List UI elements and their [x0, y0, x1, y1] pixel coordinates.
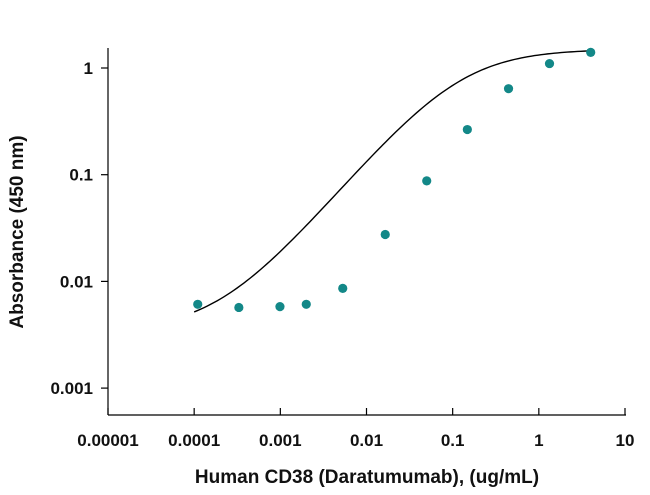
data-point: [503, 84, 514, 94]
x-tick-label: 10: [616, 431, 635, 450]
y-tick-label: 0.001: [50, 379, 93, 398]
x-tick-label: 0.00001: [77, 431, 138, 450]
x-tick-label: 0.001: [259, 431, 302, 450]
data-point: [422, 176, 432, 186]
fit-curve: [193, 50, 591, 313]
data-point: [234, 302, 244, 313]
y-tick-label: 1: [84, 59, 93, 78]
x-tick-label: 1: [534, 431, 543, 450]
data-point: [193, 299, 203, 309]
data-point: [275, 302, 285, 312]
data-point: [338, 283, 348, 293]
data-point: [301, 299, 311, 309]
fit-layer: [193, 50, 591, 313]
y-axis-title: Absorbance (450 nm): [7, 135, 28, 328]
x-tick-label: 0.1: [441, 431, 465, 450]
x-tick-label: 0.0001: [168, 431, 220, 450]
x-ticks: 0.00001 0.0001 0.001 0.01 0.1 1 10: [77, 408, 634, 450]
y-ticks: 0.001 0.01 0.1 1: [50, 59, 108, 398]
x-axis-title: Human CD38 (Daratumumab), (ug/mL): [195, 467, 539, 488]
x-tick-label: 0.01: [350, 431, 383, 450]
points-layer: [193, 47, 596, 313]
data-point: [380, 229, 390, 240]
data-point: [462, 124, 472, 135]
data-point: [586, 47, 596, 58]
axes: [107, 48, 626, 416]
data-point: [544, 58, 555, 69]
y-tick-label: 0.01: [60, 272, 93, 291]
y-tick-label: 0.1: [69, 166, 93, 185]
